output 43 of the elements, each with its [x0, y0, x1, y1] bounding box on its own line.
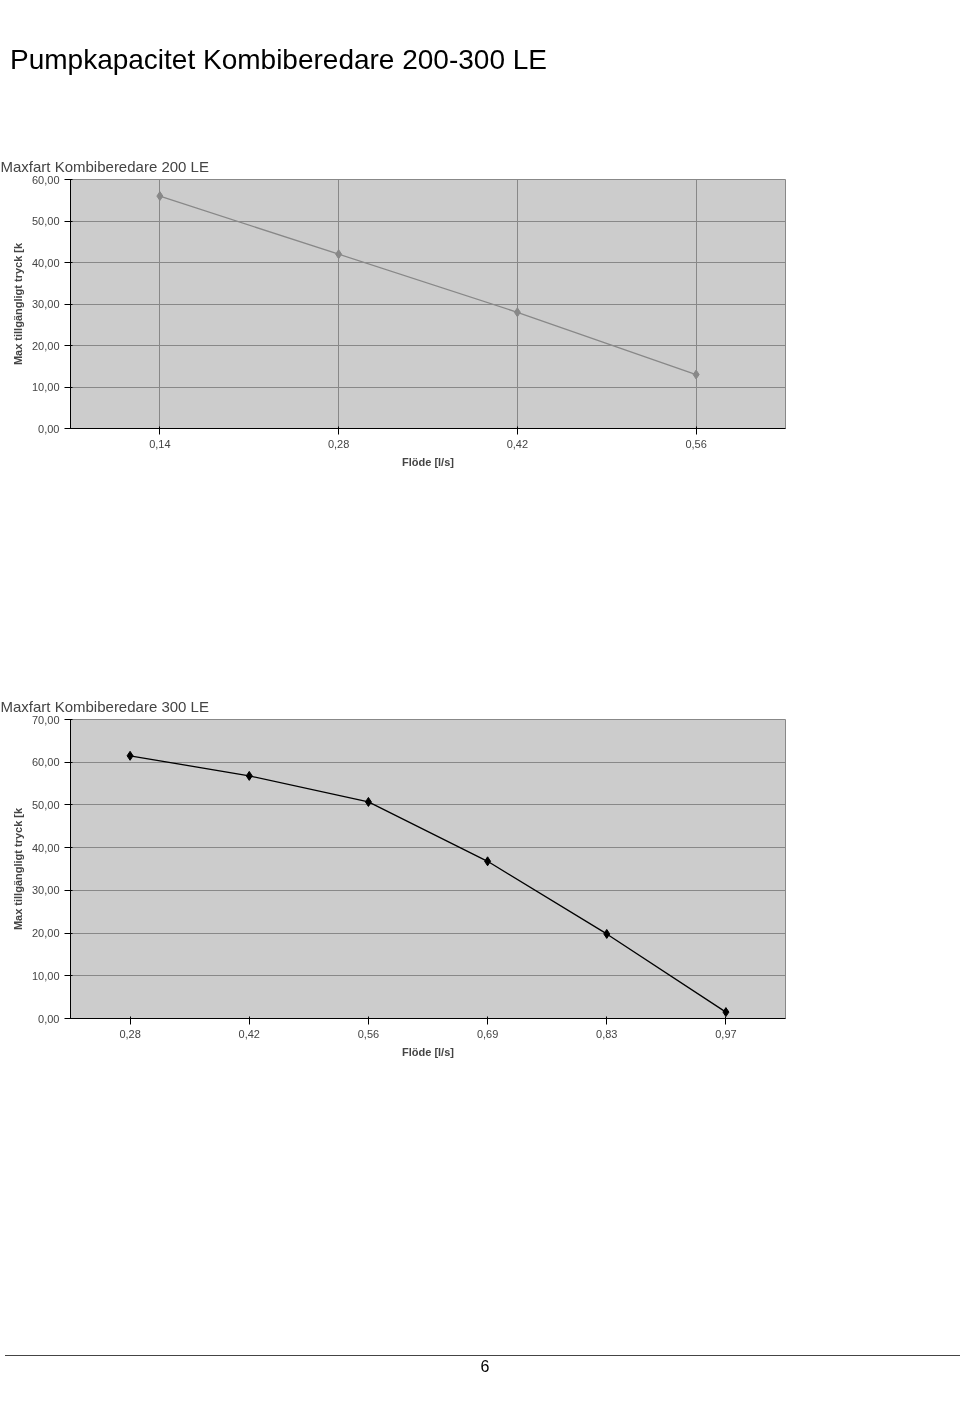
x-tick-label: 0,56	[357, 1027, 380, 1040]
point	[335, 249, 343, 260]
y-tick-label: 40,00	[31, 256, 60, 269]
point	[156, 191, 164, 202]
y-tick-label: 70,00	[31, 713, 60, 726]
x-tick-label: 0,42	[238, 1027, 260, 1040]
point	[603, 928, 611, 939]
x-axis-title: Flöde [l/s]	[402, 455, 455, 468]
y-tick-label: 30,00	[31, 298, 60, 310]
y-tick-label: 20,00	[31, 927, 60, 940]
point	[364, 796, 372, 807]
y-tick-label: 60,00	[31, 173, 60, 186]
x-tick-label: 0,28	[119, 1027, 141, 1040]
x-tick-label: 0,97	[715, 1027, 737, 1040]
x-tick-label: 0,14	[149, 437, 171, 450]
chart-title: Maxfart Kombiberedare 200 LE	[0, 157, 209, 175]
y-tick-label: 50,00	[31, 798, 60, 811]
point	[484, 856, 492, 867]
y-tick-label: 20,00	[31, 339, 60, 352]
point	[722, 1007, 730, 1018]
text: 6	[480, 1357, 490, 1377]
point	[513, 307, 521, 318]
y-tick-label: 0,00	[38, 422, 60, 435]
x-axis-title: Flöde [l/s]	[402, 1045, 455, 1058]
x-tick-label: 0,42	[506, 437, 529, 450]
y-tick-label: 50,00	[31, 215, 60, 227]
x-tick-label: 0,83	[596, 1027, 618, 1040]
point	[692, 369, 700, 380]
y-tick-label: 0,00	[38, 1012, 60, 1025]
text: Pumpkapacitet Kombiberedare 200-300 LE	[10, 43, 548, 77]
point	[245, 770, 253, 781]
y-tick-label: 40,00	[31, 841, 60, 854]
y-tick-label: 30,00	[31, 884, 60, 897]
x-tick-label: 0,56	[685, 437, 707, 450]
y-tick-label: 10,00	[31, 969, 60, 982]
chart-title: Maxfart Kombiberedare 300 LE	[0, 697, 209, 715]
y-axis-title: Max tillgängligt tryck [k	[11, 241, 24, 366]
y-tick-label: 60,00	[31, 756, 60, 769]
point	[126, 750, 134, 761]
y-axis-title: Max tillgängligt tryck [k	[11, 806, 24, 931]
x-tick-label: 0,69	[476, 1027, 499, 1040]
y-tick-label: 10,00	[31, 381, 60, 393]
x-tick-label: 0,28	[327, 437, 350, 450]
